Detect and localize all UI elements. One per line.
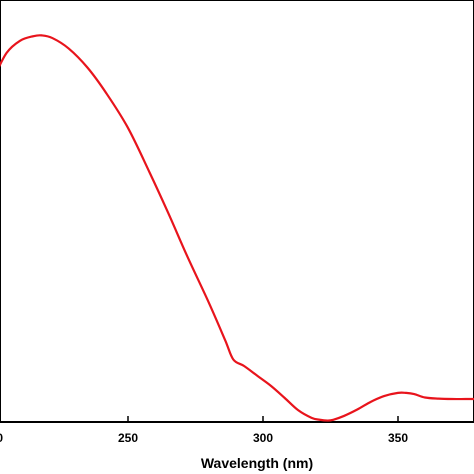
series-group <box>0 34 474 422</box>
x-axis-title: Wavelength (nm) <box>201 455 313 471</box>
x-tick-label-200: 200 <box>0 431 3 445</box>
x-tick-label-350: 350 <box>388 431 408 445</box>
plot-frame <box>0 0 474 423</box>
x-tick-label-300: 300 <box>253 431 273 445</box>
x-axis-ticks <box>127 416 399 422</box>
x-tick-label-250: 250 <box>118 431 138 445</box>
series-line-0 <box>0 34 474 422</box>
x-axis-tick-labels: 200 250 300 350 <box>0 431 408 445</box>
